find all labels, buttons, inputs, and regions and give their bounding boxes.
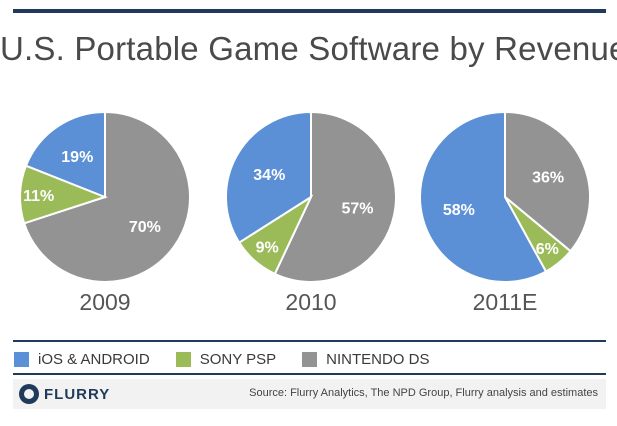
pie-2009-label-nintendo-ds: 70%	[129, 219, 161, 236]
legend: iOS & ANDROID SONY PSP NINTENDO DS	[14, 348, 455, 370]
pie-2011E-label-nintendo-ds: 36%	[532, 170, 564, 187]
pie-2011E-label-sony-psp: 6%	[536, 241, 559, 258]
pie-2011E-label-ios-android: 58%	[443, 202, 475, 219]
pie-2009-label-ios-android: 19%	[61, 149, 93, 166]
legend-swatch-nintendo-ds	[302, 351, 318, 367]
pie-year-label-2010: 2010	[285, 289, 336, 315]
pie-2009-slice-ios-android	[24, 110, 106, 199]
flurry-logo: FLURRY	[19, 384, 110, 404]
pie-2009-label-sony-psp: 11%	[23, 188, 54, 205]
pie-2011E-slice-nintendo-ds	[504, 110, 591, 253]
pie-2010-label-sony-psp: 9%	[256, 240, 279, 257]
pie-2011E-slice-ios-android	[419, 110, 548, 283]
legend-label-nintendo-ds: NINTENDO DS	[326, 350, 430, 368]
pie-2010-slice-ios-android	[225, 110, 312, 244]
legend-rule-top	[13, 340, 606, 342]
legend-label-sony-psp: SONY PSP	[199, 350, 277, 368]
legend-item-sony-psp: SONY PSP	[175, 350, 277, 368]
legend-item-nintendo-ds: NINTENDO DS	[302, 351, 429, 368]
pie-2010-label-nintendo-ds: 57%	[341, 200, 373, 217]
legend-swatch-ios-android	[14, 351, 29, 367]
pie-year-label-2011E: 2011E	[473, 289, 538, 315]
flurry-logo-icon	[19, 384, 39, 404]
flurry-logo-text: FLURRY	[44, 385, 111, 403]
pie-2010-slice-nintendo-ds	[273, 110, 397, 283]
source-note: Source: Flurry Analytics, The NPD Group,…	[249, 387, 598, 399]
legend-label-ios-android: iOS & ANDROID	[38, 350, 150, 368]
pie-year-label-2009: 2009	[79, 289, 130, 315]
legend-rule-bottom	[13, 373, 606, 375]
pie-charts: 70% 11% 19% 2009 57% 9% 34% 2010 36% 6% 58% 2011E	[19, 110, 591, 315]
footer: FLURRY Source: Flurry Analytics, The NPD…	[13, 379, 606, 409]
legend-item-ios-android: iOS & ANDROID	[14, 351, 150, 368]
pie-2010-label-ios-android: 34%	[253, 167, 285, 184]
top-rule	[13, 9, 606, 13]
legend-swatch-sony-psp	[175, 351, 191, 367]
chart-title: U.S. Portable Game Software by Revenue	[0, 30, 617, 67]
